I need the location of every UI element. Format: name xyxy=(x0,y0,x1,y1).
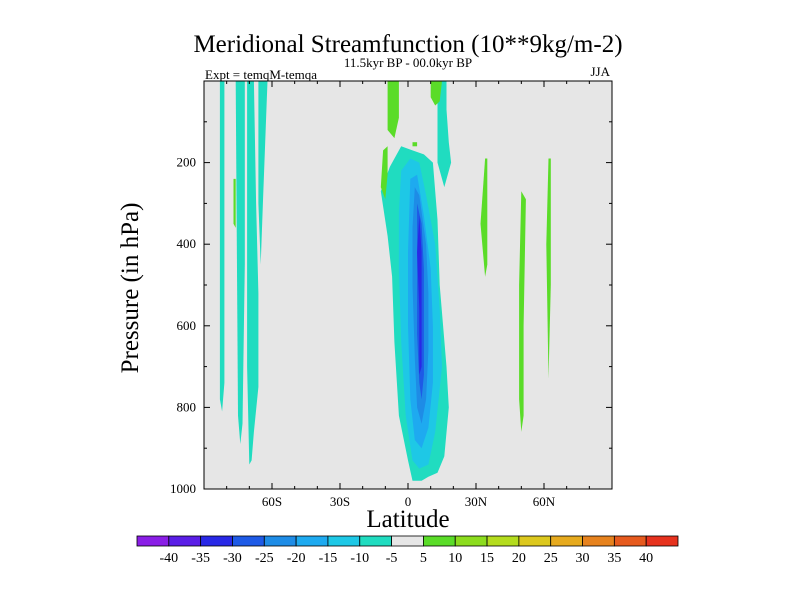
region-neg-5-band-c xyxy=(258,81,268,265)
region-pos-5-left-mid xyxy=(380,146,388,200)
y-axis-title: Pressure (in hPa) xyxy=(117,203,144,374)
y-tick-label: 400 xyxy=(177,236,197,251)
x-tick-label: 60S xyxy=(262,494,282,509)
center-label: 11.5kyr BP - 00.0kyr BP xyxy=(344,55,472,70)
colorbar-swatch xyxy=(168,535,202,547)
x-tick-label: 30S xyxy=(330,494,350,509)
colorbar-swatch xyxy=(295,535,329,547)
colorbar-swatch xyxy=(263,535,297,547)
colorbar-label: -30 xyxy=(223,551,242,566)
colorbar-label: 35 xyxy=(607,551,621,566)
y-tick-label: 600 xyxy=(177,318,197,333)
colorbar-label: -5 xyxy=(386,551,398,566)
region-neg-5-band-a xyxy=(219,81,225,412)
colorbar-label: 20 xyxy=(512,551,526,566)
chart-title: Meridional Streamfunction (10**9kg/m-2) xyxy=(193,31,622,58)
region-pos-5-upper-right xyxy=(430,81,442,106)
x-tick-label: 60N xyxy=(533,494,556,509)
colorbar-swatch xyxy=(486,535,520,547)
contour-regions xyxy=(219,81,551,481)
colorbar-label: 25 xyxy=(544,551,558,566)
region-neg-5-band-b1 xyxy=(235,81,245,445)
region-pos-5-right-c xyxy=(546,158,551,379)
colorbar-label: -20 xyxy=(287,551,306,566)
x-axis: 60S 30S 0 30N 60N xyxy=(203,81,613,509)
region-pos-5-sliver xyxy=(233,178,236,228)
left-label: Expt = temqM-temqa xyxy=(205,67,317,82)
colorbar-label: 10 xyxy=(448,551,462,566)
colorbar-swatch xyxy=(136,535,170,547)
colorbar-label: 40 xyxy=(639,551,653,566)
colorbar-swatch xyxy=(391,535,424,547)
colorbar-label: -10 xyxy=(350,551,369,566)
y-tick-label: 1000 xyxy=(170,481,196,496)
colorbar-label: 15 xyxy=(480,551,494,566)
y-tick-label: 800 xyxy=(177,399,197,414)
colorbar-swatch xyxy=(518,535,552,547)
colorbar-swatch xyxy=(550,535,583,547)
region-pos-5-spot xyxy=(412,142,418,147)
colorbar-swatch xyxy=(582,535,615,547)
y-tick-label: 200 xyxy=(177,155,197,170)
region-pos-5-right-b xyxy=(519,191,526,432)
x-axis-title: Latitude xyxy=(366,506,449,533)
x-tick-label: 0 xyxy=(405,494,412,509)
colorbar: -40 -35 -30 -25 -20 -15 -10 -5 5 10 15 20 25 30 35 40 xyxy=(136,535,679,566)
colorbar-swatch xyxy=(613,535,647,547)
region-neg-5-band-b2 xyxy=(247,81,259,465)
region-neg-5-upper xyxy=(437,81,452,188)
colorbar-label: 30 xyxy=(576,551,590,566)
right-label: JJA xyxy=(590,64,610,79)
colorbar-label: -15 xyxy=(319,551,338,566)
colorbar-swatch xyxy=(645,535,679,547)
colorbar-swatch xyxy=(454,535,488,547)
colorbar-label: 5 xyxy=(420,551,427,566)
colorbar-label: -35 xyxy=(191,551,210,566)
colorbar-swatch xyxy=(327,535,361,547)
colorbar-label: -40 xyxy=(159,551,178,566)
region-neg-30-main xyxy=(417,215,422,375)
colorbar-swatch xyxy=(423,535,456,547)
colorbar-swatch xyxy=(359,535,392,547)
y-axis: 200 400 600 800 1000 xyxy=(170,121,612,496)
x-tick-label: 30N xyxy=(465,494,488,509)
region-pos-5-upper-left xyxy=(387,81,399,139)
colorbar-label: -25 xyxy=(255,551,274,566)
colorbar-swatch xyxy=(232,535,265,547)
region-pos-5-right-a xyxy=(480,158,488,277)
colorbar-swatch xyxy=(200,535,233,547)
